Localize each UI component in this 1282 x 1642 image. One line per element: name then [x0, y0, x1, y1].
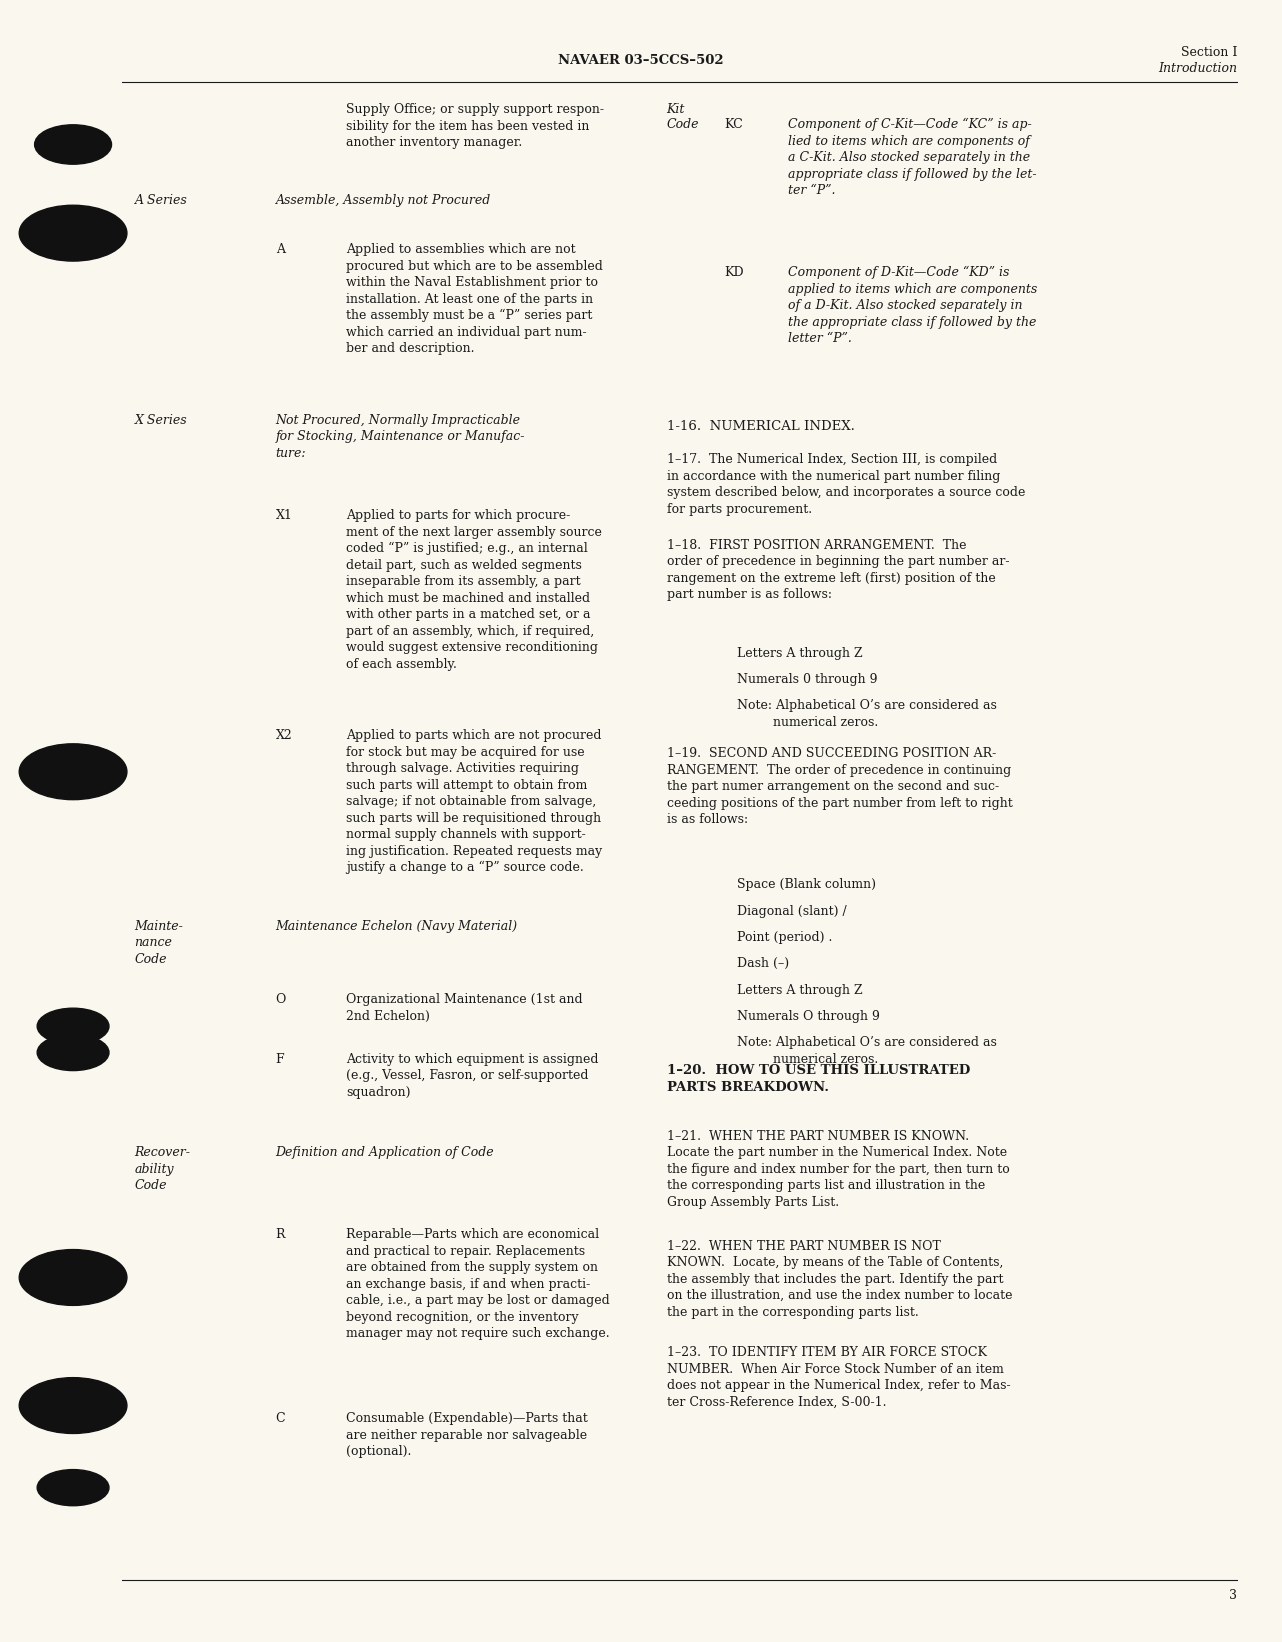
Text: R: R [276, 1228, 285, 1241]
Text: Letters A through Z: Letters A through Z [737, 647, 863, 660]
Text: Point (period) .: Point (period) . [737, 931, 832, 944]
Text: A Series: A Series [135, 194, 187, 207]
Text: Recover-
ability
Code: Recover- ability Code [135, 1146, 191, 1192]
Text: Applied to parts which are not procured
for stock but may be acquired for use
th: Applied to parts which are not procured … [346, 729, 603, 874]
Text: KD: KD [724, 266, 744, 279]
Text: O: O [276, 993, 286, 1007]
Text: X Series: X Series [135, 414, 187, 427]
Text: 1–20.  HOW TO USE THIS ILLUSTRATED
PARTS BREAKDOWN.: 1–20. HOW TO USE THIS ILLUSTRATED PARTS … [667, 1064, 970, 1094]
Text: Space (Blank column): Space (Blank column) [737, 878, 876, 892]
Text: 1–22.  WHEN THE PART NUMBER IS NOT
KNOWN.  Locate, by means of the Table of Cont: 1–22. WHEN THE PART NUMBER IS NOT KNOWN.… [667, 1240, 1013, 1319]
Text: Introduction: Introduction [1158, 62, 1237, 76]
Ellipse shape [37, 1470, 109, 1506]
Text: 1–19.  SECOND AND SUCCEEDING POSITION AR-
RANGEMENT.  The order of precedence in: 1–19. SECOND AND SUCCEEDING POSITION AR-… [667, 747, 1013, 826]
Text: A: A [276, 243, 285, 256]
Text: Supply Office; or supply support respon-
sibility for the item has been vested i: Supply Office; or supply support respon-… [346, 103, 604, 149]
Text: Letters A through Z: Letters A through Z [737, 984, 863, 997]
Text: Code: Code [667, 118, 699, 131]
Text: 1–18.  FIRST POSITION ARRANGEMENT.  The
order of precedence in beginning the par: 1–18. FIRST POSITION ARRANGEMENT. The or… [667, 539, 1009, 601]
Text: Component of C-Kit—Code “KC” is ap-
lied to items which are components of
a C-Ki: Component of C-Kit—Code “KC” is ap- lied… [788, 118, 1037, 197]
Text: 3: 3 [1229, 1589, 1237, 1603]
Text: Note: Alphabetical O’s are considered as
         numerical zeros.: Note: Alphabetical O’s are considered as… [737, 1036, 997, 1066]
Text: 1-16.  NUMERICAL INDEX.: 1-16. NUMERICAL INDEX. [667, 420, 855, 433]
Ellipse shape [35, 125, 112, 164]
Text: C: C [276, 1412, 286, 1425]
Ellipse shape [19, 1250, 127, 1305]
Text: 1–17.  The Numerical Index, Section III, is compiled
in accordance with the nume: 1–17. The Numerical Index, Section III, … [667, 453, 1026, 516]
Ellipse shape [19, 744, 127, 800]
Text: Maintenance Echelon (Navy Material): Maintenance Echelon (Navy Material) [276, 920, 518, 933]
Text: 1–23.  TO IDENTIFY ITEM BY AIR FORCE STOCK
NUMBER.  When Air Force Stock Number : 1–23. TO IDENTIFY ITEM BY AIR FORCE STOC… [667, 1346, 1010, 1409]
Text: Note: Alphabetical O’s are considered as
         numerical zeros.: Note: Alphabetical O’s are considered as… [737, 699, 997, 729]
Text: X2: X2 [276, 729, 292, 742]
Text: Numerals 0 through 9: Numerals 0 through 9 [737, 673, 878, 686]
Text: Mainte-
nance
Code: Mainte- nance Code [135, 920, 183, 965]
Ellipse shape [37, 1034, 109, 1071]
Ellipse shape [19, 205, 127, 261]
Text: KC: KC [724, 118, 744, 131]
Text: Component of D-Kit—Code “KD” is
applied to items which are components
of a D-Kit: Component of D-Kit—Code “KD” is applied … [788, 266, 1037, 345]
Text: Numerals O through 9: Numerals O through 9 [737, 1010, 879, 1023]
Ellipse shape [19, 1378, 127, 1433]
Text: Dash (–): Dash (–) [737, 957, 790, 970]
Text: F: F [276, 1053, 285, 1066]
Text: NAVAER 03–5CCS–502: NAVAER 03–5CCS–502 [558, 54, 724, 67]
Text: 1–21.  WHEN THE PART NUMBER IS KNOWN.
Locate the part number in the Numerical In: 1–21. WHEN THE PART NUMBER IS KNOWN. Loc… [667, 1130, 1009, 1209]
Text: Applied to assemblies which are not
procured but which are to be assembled
withi: Applied to assemblies which are not proc… [346, 243, 603, 355]
Text: Section I: Section I [1181, 46, 1237, 59]
Text: Kit: Kit [667, 103, 685, 117]
Text: Not Procured, Normally Impracticable
for Stocking, Maintenance or Manufac-
ture:: Not Procured, Normally Impracticable for… [276, 414, 526, 460]
Text: Assemble, Assembly not Procured: Assemble, Assembly not Procured [276, 194, 491, 207]
Text: Consumable (Expendable)—Parts that
are neither reparable nor salvageable
(option: Consumable (Expendable)—Parts that are n… [346, 1412, 588, 1458]
Text: Reparable—Parts which are economical
and practical to repair. Replacements
are o: Reparable—Parts which are economical and… [346, 1228, 610, 1340]
Ellipse shape [37, 1008, 109, 1044]
Text: Applied to parts for which procure-
ment of the next larger assembly source
code: Applied to parts for which procure- ment… [346, 509, 603, 672]
Text: X1: X1 [276, 509, 292, 522]
Text: Definition and Application of Code: Definition and Application of Code [276, 1146, 495, 1159]
Text: Diagonal (slant) /: Diagonal (slant) / [737, 905, 847, 918]
Text: Activity to which equipment is assigned
(e.g., Vessel, Fasron, or self-supported: Activity to which equipment is assigned … [346, 1053, 599, 1098]
Text: Organizational Maintenance (1st and
2nd Echelon): Organizational Maintenance (1st and 2nd … [346, 993, 583, 1023]
